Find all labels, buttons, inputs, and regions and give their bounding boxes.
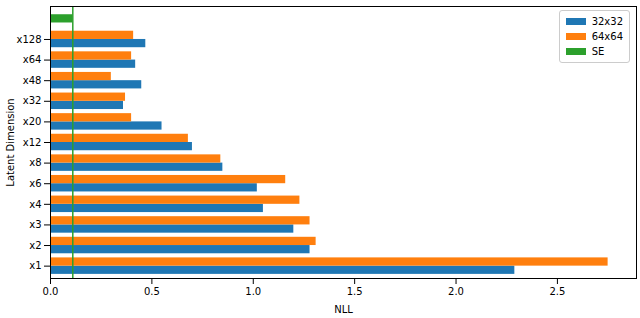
svg-text:1.5: 1.5 bbox=[347, 286, 363, 297]
svg-text:NLL: NLL bbox=[334, 304, 353, 315]
svg-text:x128: x128 bbox=[16, 34, 41, 45]
svg-text:x48: x48 bbox=[23, 75, 42, 86]
svg-text:x1: x1 bbox=[29, 260, 41, 271]
svg-text:x8: x8 bbox=[29, 157, 41, 168]
html-text:SE: SE bbox=[591, 46, 605, 57]
svg-text:1.0: 1.0 bbox=[245, 286, 261, 297]
svg-text:x2: x2 bbox=[29, 240, 41, 251]
svg-text:Latent Dimension: Latent Dimension bbox=[5, 98, 16, 186]
svg-text:x20: x20 bbox=[23, 116, 42, 127]
svg-text:x4: x4 bbox=[29, 199, 41, 210]
svg-text:x12: x12 bbox=[23, 137, 42, 148]
html-text:32x32: 32x32 bbox=[591, 16, 623, 27]
html-text:64x64: 64x64 bbox=[591, 31, 623, 42]
svg-text:x6: x6 bbox=[29, 178, 41, 189]
svg-text:x64: x64 bbox=[23, 54, 42, 65]
svg-text:x32: x32 bbox=[23, 95, 42, 106]
svg-text:2.5: 2.5 bbox=[549, 286, 565, 297]
svg-text:2.0: 2.0 bbox=[448, 286, 464, 297]
svg-text:x3: x3 bbox=[29, 219, 41, 230]
svg-text:0.5: 0.5 bbox=[144, 286, 160, 297]
svg-text:0.0: 0.0 bbox=[43, 286, 59, 297]
